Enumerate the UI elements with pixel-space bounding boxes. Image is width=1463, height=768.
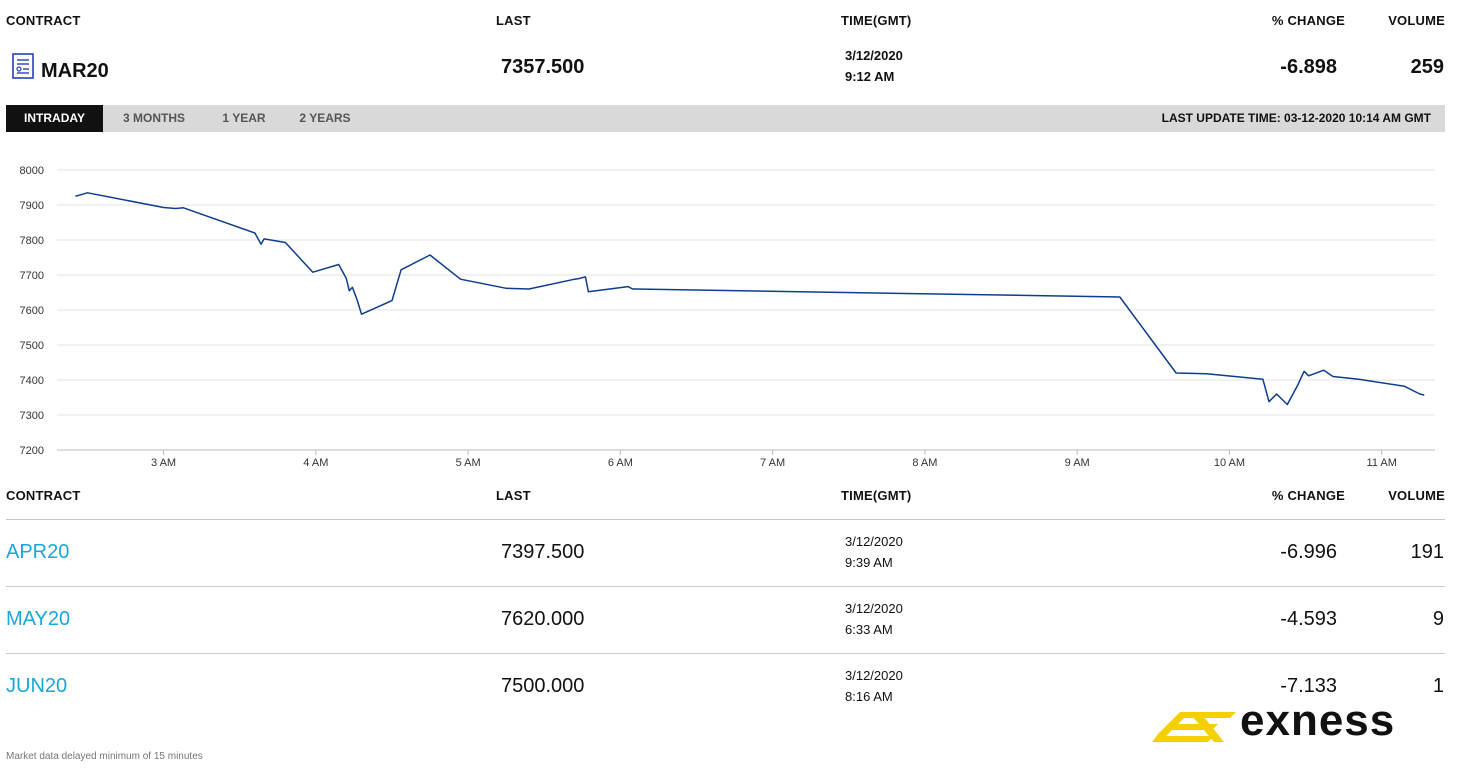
main-contract-date: 3/12/2020 [845,48,903,63]
row-time: 6:33 AM [845,622,893,637]
row-change: -4.593 [1280,608,1337,630]
x-tick-label: 6 AM [608,457,633,469]
header-last: LAST [496,13,531,28]
x-tick-label: 3 AM [151,457,176,469]
tab-2-years[interactable]: 2 YEARS [299,111,351,125]
table-header-contract: CONTRACT [6,488,81,503]
x-tick-label: 10 AM [1214,457,1245,469]
contract-doc-icon [12,53,34,79]
row-time: 8:16 AM [845,689,893,704]
row-last: 7620.000 [501,608,585,630]
y-tick-label: 7300 [20,410,44,422]
row-divider [6,586,1445,587]
x-tick-label: 5 AM [456,457,481,469]
table-header-last: LAST [496,488,531,503]
y-tick-label: 7700 [20,270,44,282]
x-tick-label: 4 AM [303,457,328,469]
main-contract-time: 9:12 AM [845,69,895,84]
y-tick-label: 7900 [20,200,44,212]
x-tick-label: 7 AM [760,457,785,469]
row-divider [6,519,1445,520]
price-series-line [75,192,1425,406]
exness-logo-text: exness [1240,696,1396,745]
range-tab-bar: INTRADAY 3 MONTHS 1 YEAR 2 YEARS LAST UP… [6,105,1445,132]
row-volume: 9 [1432,608,1444,630]
y-tick-label: 8000 [20,165,44,177]
footer-note: Market data delayed minimum of 15 minute… [6,751,203,762]
table-header-time: TIME(GMT) [841,488,912,503]
y-tick-label: 7500 [20,340,44,352]
row-date: 3/12/2020 [845,534,903,549]
tab-3-months[interactable]: 3 MONTHS [122,111,185,125]
row-last: 7397.500 [501,541,585,563]
y-tick-label: 7600 [20,305,44,317]
row-last: 7500.000 [501,675,585,697]
row-change: -7.133 [1280,675,1337,697]
main-contract-volume: 259 [1410,56,1444,78]
exness-mark-icon [1152,712,1236,742]
y-tick-label: 7400 [20,375,44,387]
row-time: 9:39 AM [845,555,893,570]
table-header-change: % CHANGE [1271,488,1345,503]
main-contract-last: 7357.500 [501,56,585,78]
contract-link-jun20[interactable]: JUN20 [6,675,68,697]
row-date: 3/12/2020 [845,668,903,683]
row-volume: 1 [1432,675,1444,697]
contract-link-apr20[interactable]: APR20 [6,541,70,563]
header-change: % CHANGE [1271,13,1345,28]
row-change: -6.996 [1280,541,1337,563]
x-tick-label: 9 AM [1065,457,1090,469]
intraday-chart: 7200 7300 7400 7500 7600 7700 7800 7900 8000 3 AM… [20,165,1435,469]
y-tick-label: 7200 [20,445,44,457]
y-tick-label: 7800 [20,235,44,247]
row-volume: 191 [1410,541,1444,563]
tab-intraday[interactable]: INTRADAY [6,105,103,132]
main-contract-change: -6.898 [1280,56,1337,78]
last-update-time: LAST UPDATE TIME: 03-12-2020 10:14 AM GM… [1161,111,1431,125]
x-tick-label: 11 AM [1367,457,1397,469]
contract-link-may20[interactable]: MAY20 [6,608,71,630]
header-time: TIME(GMT) [841,13,912,28]
table-header-volume: VOLUME [1388,488,1445,503]
row-date: 3/12/2020 [845,601,903,616]
header-volume: VOLUME [1388,13,1445,28]
main-contract-name: MAR20 [41,60,109,82]
exness-logo: exness [1148,696,1448,750]
header-contract: CONTRACT [6,13,81,28]
tab-1-year[interactable]: 1 YEAR [222,111,266,125]
row-divider [6,653,1445,654]
x-tick-label: 8 AM [912,457,937,469]
